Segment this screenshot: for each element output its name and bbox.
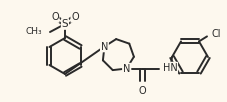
Text: Cl: Cl [211,29,220,39]
Text: O: O [51,12,59,22]
Text: CH₃: CH₃ [25,28,42,37]
Text: HN: HN [163,63,177,73]
Text: N: N [123,64,130,74]
Text: S: S [62,19,68,29]
Text: O: O [139,85,146,96]
Text: N: N [101,42,108,52]
Text: O: O [71,12,79,22]
